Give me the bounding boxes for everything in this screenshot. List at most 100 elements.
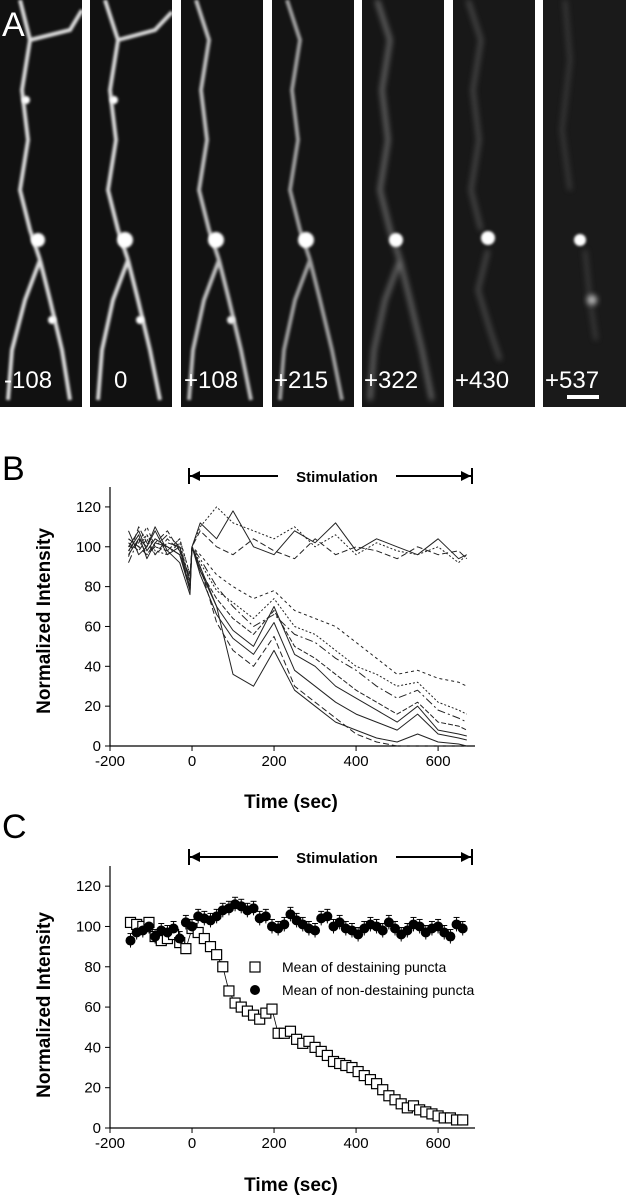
- x-tick-label: 400: [344, 753, 369, 770]
- frame-label-7: +537: [545, 367, 599, 394]
- micrograph-frame-1: -108: [0, 0, 82, 407]
- y-tick-label: 80: [84, 579, 101, 596]
- micrograph-frame-6: +430: [453, 0, 535, 407]
- trace-line-10: [128, 530, 468, 580]
- destaining-point: [217, 961, 229, 973]
- x-tick-label: -200: [95, 753, 125, 770]
- destaining-point: [198, 932, 210, 945]
- destaining-point: [192, 926, 204, 939]
- non-destaining-point: [322, 911, 333, 922]
- y-tick-label: 60: [84, 999, 101, 1016]
- destaining-point: [284, 1025, 297, 1037]
- non-destaining-point: [248, 903, 259, 914]
- x-axis-title-b: Time (sec): [244, 792, 338, 813]
- micrograph-frame-2: 0: [90, 0, 172, 407]
- frame-label-3: +108: [184, 367, 238, 394]
- x-axis-title-c: Time (sec): [244, 1175, 338, 1196]
- frame-label-2: 0: [114, 367, 127, 394]
- y-tick-label: 80: [84, 959, 101, 976]
- destaining-point: [204, 941, 217, 953]
- y-axis-title-c: Normalized Intensity: [34, 912, 55, 1098]
- destaining-point: [211, 949, 223, 961]
- y-tick-label: 60: [84, 618, 101, 635]
- non-destaining-point: [390, 923, 401, 934]
- legend-c: Mean of destaining puncta Mean of non-de…: [249, 959, 474, 998]
- y-tick-label: 20: [84, 698, 101, 715]
- legend-marker-destaining: [249, 961, 261, 973]
- non-destaining-point: [150, 931, 161, 942]
- x-tick-label: 600: [426, 753, 451, 770]
- destaining-point: [303, 1035, 315, 1047]
- frame-label-1: -108: [4, 367, 52, 394]
- x-tick-label: -200: [95, 1135, 125, 1152]
- micrograph-frame-4: +215: [272, 0, 354, 407]
- micrograph-strip: -108 0 +108: [0, 0, 626, 407]
- panel-label-c: C: [2, 808, 27, 846]
- y-tick-label: 120: [76, 499, 101, 516]
- non-destaining-point: [260, 911, 271, 922]
- legend-label-destaining: Mean of destaining puncta: [282, 959, 446, 975]
- non-destaining-point: [143, 921, 154, 932]
- micrograph-frame-5: +322: [362, 0, 444, 407]
- trace-line-3: [128, 534, 468, 715]
- non-destaining-point: [402, 925, 413, 936]
- non-destaining-point: [445, 931, 456, 942]
- trace-line-2: [128, 526, 467, 747]
- frame-label-6: +430: [455, 367, 509, 394]
- x-tick-label: 200: [262, 1135, 287, 1152]
- trace-line-8: [128, 538, 468, 731]
- trace-line-9: [128, 510, 468, 584]
- non-destaining-point: [457, 923, 468, 934]
- destaining-point: [223, 985, 235, 997]
- non-destaining-point: [279, 919, 290, 930]
- non-destaining-point: [377, 925, 388, 936]
- x-tick-label: 0: [188, 753, 196, 770]
- destaining-point: [377, 1084, 389, 1096]
- y-tick-label: 40: [84, 1039, 101, 1056]
- y-tick-label: 100: [76, 918, 101, 935]
- stimulation-bar-c: Stimulation: [188, 845, 473, 867]
- legend-marker-nondestaining: [250, 985, 260, 995]
- x-tick-label: 200: [262, 753, 287, 770]
- micrograph-frame-3: +108: [181, 0, 263, 407]
- non-destaining-point: [334, 917, 345, 928]
- x-tick-label: 400: [344, 1135, 369, 1152]
- legend-label-nondestaining: Mean of non-destaining puncta: [282, 982, 474, 998]
- non-destaining-point: [211, 911, 222, 922]
- panel-label-b: B: [2, 450, 25, 488]
- y-axis-title-b: Normalized Intensity: [34, 528, 55, 714]
- y-tick-label: 0: [93, 738, 101, 755]
- frame-label-5: +322: [364, 367, 418, 394]
- non-destaining-point: [310, 925, 321, 936]
- non-destaining-point: [174, 933, 185, 944]
- stimulation-bar-b: Stimulation: [188, 464, 473, 486]
- destaining-point: [180, 943, 192, 955]
- trace-line-11: [128, 506, 468, 576]
- y-tick-label: 20: [84, 1080, 101, 1097]
- scale-bar: [567, 395, 599, 399]
- non-destaining-point: [353, 929, 364, 940]
- panel-label-a: A: [2, 6, 25, 44]
- y-tick-label: 120: [76, 878, 101, 895]
- non-destaining-point: [285, 909, 296, 920]
- stimulation-label-c: Stimulation: [296, 850, 378, 867]
- trace-line-5: [128, 534, 468, 723]
- y-tick-label: 0: [93, 1120, 101, 1137]
- stimulation-label-b: Stimulation: [296, 469, 378, 486]
- destaining-point: [457, 1114, 469, 1126]
- destaining-point: [321, 1049, 333, 1062]
- micrograph-frame-7: +537: [543, 0, 626, 407]
- non-destaining-point: [125, 935, 136, 946]
- frame-label-4: +215: [274, 367, 328, 394]
- non-destaining-point: [433, 921, 444, 932]
- trace-line-7: [128, 534, 467, 747]
- y-tick-label: 40: [84, 658, 101, 675]
- destaining-point: [254, 1013, 266, 1025]
- trace-line-4: [128, 526, 467, 741]
- non-destaining-point: [414, 921, 425, 932]
- non-destaining-point: [383, 917, 394, 928]
- x-tick-label: 0: [188, 1135, 196, 1152]
